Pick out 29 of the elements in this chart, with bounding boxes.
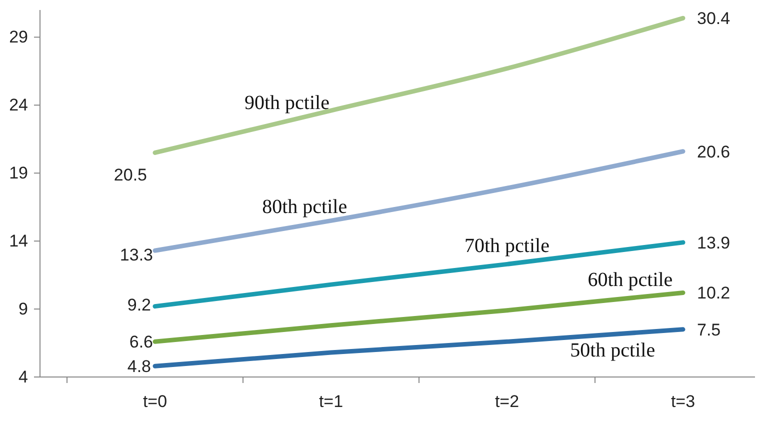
data-label: 10.2	[697, 284, 730, 303]
y-tick-label: 24	[9, 96, 28, 115]
data-label: 9.2	[127, 295, 151, 314]
series-label: 70th pctile	[464, 235, 550, 258]
x-tick-label: t=2	[494, 392, 520, 411]
y-tick-label: 4	[18, 367, 28, 386]
data-label: 6.6	[129, 332, 153, 352]
y-tick-label: 29	[9, 28, 28, 47]
x-tick-label: t=3	[670, 392, 696, 411]
series-label: 50th pctile	[570, 339, 656, 362]
data-label: 13.3	[120, 246, 153, 265]
series-label: 60th pctile	[588, 269, 673, 292]
y-tick-label: 9	[18, 299, 28, 318]
line-series	[152, 16, 686, 155]
series-label: 90th pctile	[244, 92, 330, 114]
x-tick-label: t=1	[318, 392, 344, 411]
data-label: 30.4	[697, 9, 730, 28]
y-tick-label: 14	[9, 232, 28, 251]
data-label: 13.9	[697, 233, 730, 252]
data-label: 4.8	[127, 357, 151, 376]
line-series	[152, 327, 686, 368]
line-series	[152, 290, 686, 344]
line-series	[152, 240, 686, 309]
data-label: 7.5	[697, 320, 721, 340]
data-label: 20.5	[114, 166, 147, 185]
data-label: 20.6	[697, 142, 730, 162]
y-tick-label: 19	[9, 164, 28, 183]
series-label: 80th pctile	[262, 196, 348, 218]
x-tick-label: t=0	[142, 392, 168, 411]
